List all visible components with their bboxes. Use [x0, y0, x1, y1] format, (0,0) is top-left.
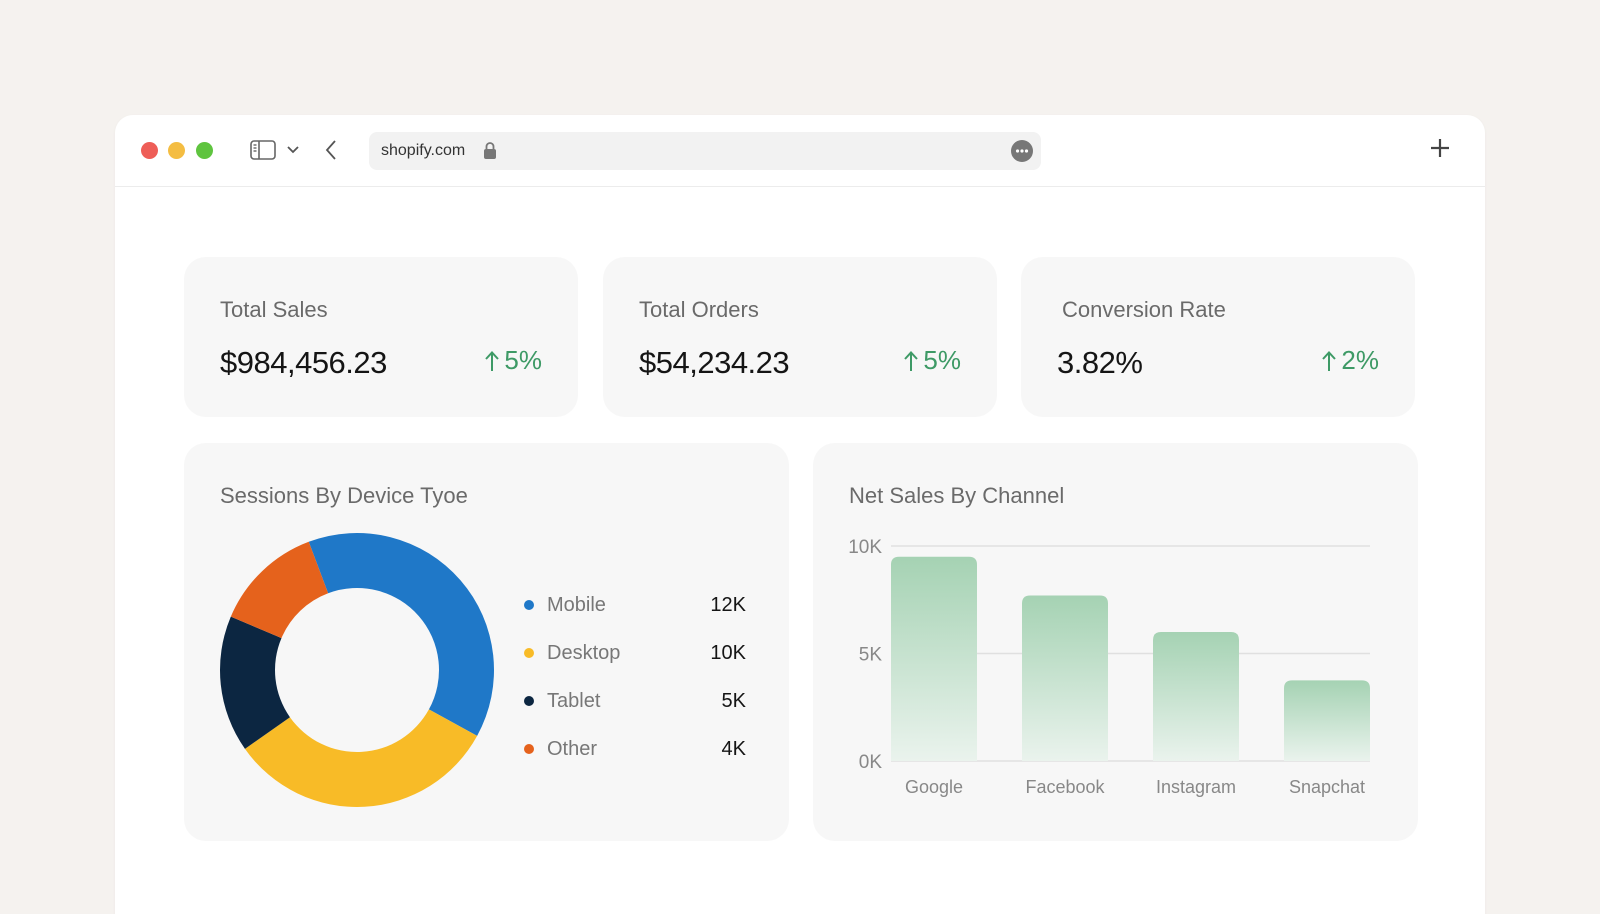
kpi-value: $54,234.23 — [639, 345, 790, 380]
legend-label: Other — [547, 737, 598, 760]
kpi-delta-value: 5% — [504, 345, 542, 375]
donut-legend: Mobile 12K Desktop 10K Tablet 5K Other 4K — [524, 581, 746, 773]
arrow-up-icon — [904, 350, 919, 371]
legend-dot — [524, 600, 534, 610]
legend-dot — [524, 648, 534, 658]
bar-google — [891, 556, 977, 761]
donut-slice-desktop — [244, 709, 478, 807]
panel-title: Net Sales By Channel — [849, 483, 1065, 508]
more-options-icon[interactable] — [1011, 140, 1033, 167]
kpi-delta-value: 2% — [1341, 345, 1379, 375]
kpi-card-total-orders: Total Orders $54,234.23 5% — [603, 257, 997, 417]
close-window-button[interactable] — [141, 142, 158, 159]
kpi-title: Total Sales — [220, 297, 328, 322]
x-tick-label: Instagram — [1156, 777, 1236, 797]
legend-value: 12K — [710, 593, 746, 616]
lock-icon — [483, 141, 497, 165]
net-sales-by-channel-panel: Net Sales By Channel 0K 5K 10K Google Facebo… — [813, 443, 1418, 841]
kpi-value: $984,456.23 — [220, 345, 387, 380]
panel-title: Sessions By Device Tyoe — [220, 483, 468, 508]
x-tick-label: Facebook — [1025, 777, 1105, 797]
donut-chart — [220, 533, 494, 807]
y-tick-label: 5K — [859, 645, 883, 666]
arrow-up-icon — [485, 350, 500, 371]
donut-slice-other — [230, 541, 329, 639]
kpi-title: Total Orders — [639, 297, 759, 322]
kpi-delta-value: 5% — [923, 345, 961, 375]
arrow-up-icon — [1322, 350, 1337, 371]
address-bar[interactable]: shopify.com — [369, 132, 1041, 170]
legend-item-other: Other 4K — [524, 725, 746, 773]
back-arrow-icon[interactable] — [320, 135, 342, 165]
url-text: shopify.com — [381, 142, 466, 159]
legend-value: 4K — [721, 737, 746, 760]
minimize-window-button[interactable] — [168, 142, 185, 159]
bar-chart: 0K 5K 10K Google Facebook Instagram Snapchat — [848, 537, 1370, 797]
legend-label: Desktop — [547, 641, 621, 664]
legend-item-desktop: Desktop 10K — [524, 629, 746, 677]
legend-item-mobile: Mobile 12K — [524, 581, 746, 629]
legend-value: 10K — [710, 641, 746, 664]
y-tick-label: 0K — [859, 752, 883, 773]
legend-label: Tablet — [547, 689, 601, 712]
legend-item-tablet: Tablet 5K — [524, 677, 746, 725]
kpi-delta: 2% — [1321, 345, 1379, 376]
kpi-card-conversion-rate: Conversion Rate 3.82% 2% — [1021, 257, 1415, 417]
maximize-window-button[interactable] — [196, 142, 213, 159]
kpi-card-total-sales: Total Sales $984,456.23 5% — [184, 257, 578, 417]
kpi-delta: 5% — [903, 345, 961, 376]
legend-dot — [524, 744, 534, 754]
bar-instagram — [1153, 632, 1239, 761]
donut-slice-mobile — [308, 533, 494, 736]
new-tab-plus-icon[interactable] — [1429, 137, 1451, 164]
legend-value: 5K — [721, 689, 746, 712]
x-tick-label: Snapchat — [1289, 777, 1365, 797]
kpi-title: Conversion Rate — [1062, 297, 1226, 322]
sessions-by-device-panel: Sessions By Device Tyoe Mobile 12K Desktop… — [184, 443, 789, 841]
browser-toolbar: shopify.com — [115, 115, 1485, 187]
kpi-value: 3.82% — [1057, 345, 1143, 380]
legend-dot — [524, 696, 534, 706]
sidebar-toggle-icon[interactable] — [248, 135, 278, 165]
donut-slice-tablet — [220, 616, 290, 749]
bar-snapchat — [1284, 680, 1370, 761]
x-tick-label: Google — [905, 777, 963, 797]
legend-label: Mobile — [547, 593, 606, 616]
y-tick-label: 10K — [848, 537, 882, 558]
kpi-delta: 5% — [484, 345, 542, 376]
chevron-down-icon[interactable] — [284, 135, 302, 165]
bar-facebook — [1022, 595, 1108, 761]
browser-window: shopify.com Total Sales $984,456.23 5% T… — [115, 115, 1485, 914]
